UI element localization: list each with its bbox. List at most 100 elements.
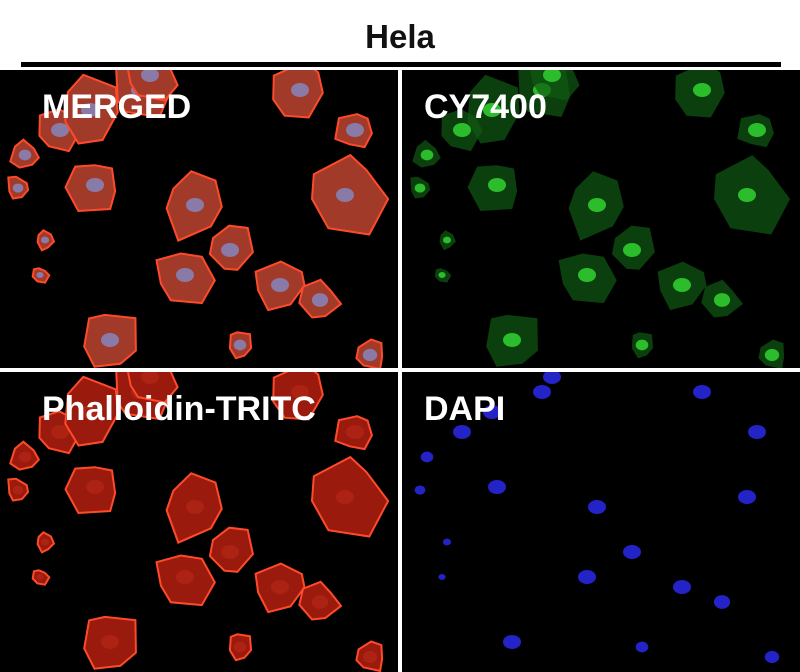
cell: [228, 633, 253, 662]
nucleus: [271, 580, 289, 594]
panel-phalloidin: Phalloidin-TRITC: [0, 372, 398, 672]
nucleus: [12, 183, 24, 193]
nucleus: [420, 149, 434, 161]
nucleus: [635, 339, 649, 351]
cell: [36, 531, 56, 554]
cell: [31, 569, 51, 586]
micrograph-merged: [7, 70, 390, 368]
nucleus: [86, 480, 104, 494]
nucleus: [86, 178, 104, 192]
panel-label-phalloidin: Phalloidin-TRITC: [42, 390, 316, 428]
panel-label-dapi: DAPI: [424, 390, 506, 428]
cell: [155, 554, 216, 607]
cell: [254, 562, 306, 614]
nucleus: [221, 545, 239, 559]
figure-title: Hela: [365, 18, 435, 55]
nucleus: [51, 425, 69, 439]
nucleus: [18, 149, 32, 161]
nucleus: [483, 103, 501, 117]
nucleus: [588, 198, 606, 212]
nucleus: [346, 425, 364, 439]
nucleus: [488, 480, 506, 494]
nucleus: [578, 570, 596, 584]
cell: [83, 615, 137, 670]
cell: [208, 526, 254, 573]
nucleus: [673, 278, 691, 292]
panel-merged: MERGED: [0, 70, 398, 368]
nucleus: [233, 641, 247, 653]
nucleus: [623, 545, 641, 559]
panel-label-merged: MERGED: [42, 88, 192, 126]
nucleus: [336, 188, 354, 202]
nucleus: [533, 385, 551, 399]
nucleus: [81, 405, 99, 419]
cell: [334, 415, 373, 451]
nucleus: [141, 372, 159, 384]
nucleus: [414, 485, 426, 495]
nucleus: [336, 490, 354, 504]
nucleus: [36, 573, 44, 581]
nucleus: [453, 425, 471, 439]
nucleus: [186, 500, 204, 514]
nucleus: [748, 425, 766, 439]
nucleus: [442, 236, 452, 244]
nucleus: [420, 451, 434, 463]
cell: [126, 372, 179, 404]
nucleus: [693, 83, 711, 97]
cell: [298, 580, 343, 621]
nucleus: [693, 385, 711, 399]
panel-dapi: DAPI: [402, 372, 800, 672]
cell: [272, 372, 324, 421]
nucleus: [362, 348, 378, 362]
nucleus: [311, 293, 329, 307]
cell: [355, 640, 384, 672]
panel-cy7400: CY7400: [402, 70, 800, 368]
nucleus: [362, 650, 378, 664]
nucleus: [101, 635, 119, 649]
nucleus: [221, 243, 239, 257]
nucleus: [40, 236, 50, 244]
nucleus: [51, 123, 69, 137]
nucleus: [291, 83, 309, 97]
nucleus: [483, 405, 501, 419]
nucleus: [543, 70, 561, 82]
nucleus: [623, 243, 641, 257]
nucleus: [635, 641, 649, 653]
nucleus: [738, 188, 756, 202]
nucleus: [186, 198, 204, 212]
nucleus: [346, 123, 364, 137]
nucleus: [713, 595, 731, 609]
panel-label-cy7400: CY7400: [424, 88, 547, 126]
cell: [126, 70, 179, 102]
nucleus: [40, 538, 50, 546]
nucleus: [588, 500, 606, 514]
nucleus: [176, 268, 194, 282]
nucleus: [36, 271, 44, 279]
nucleus: [503, 333, 521, 347]
cell: [9, 440, 41, 471]
nucleus: [176, 570, 194, 584]
title-underline: [21, 62, 781, 67]
nucleus: [673, 580, 691, 594]
nucleus: [12, 485, 24, 495]
cell: [529, 70, 580, 101]
nucleus: [291, 385, 309, 399]
cell: [7, 477, 30, 502]
nucleus: [442, 538, 452, 546]
nucleus: [18, 451, 32, 463]
nucleus: [748, 123, 766, 137]
nucleus: [81, 103, 99, 117]
nucleus: [738, 490, 756, 504]
nucleus: [438, 573, 446, 581]
nucleus: [311, 595, 329, 609]
nucleus: [488, 178, 506, 192]
nucleus: [503, 635, 521, 649]
micrograph-phalloidin: [7, 372, 390, 672]
nucleus: [141, 70, 159, 82]
cell: [64, 375, 119, 447]
nucleus: [101, 333, 119, 347]
nucleus: [271, 278, 289, 292]
cell: [64, 466, 117, 515]
micrograph-cy7400: [410, 70, 791, 368]
nucleus: [764, 650, 780, 664]
